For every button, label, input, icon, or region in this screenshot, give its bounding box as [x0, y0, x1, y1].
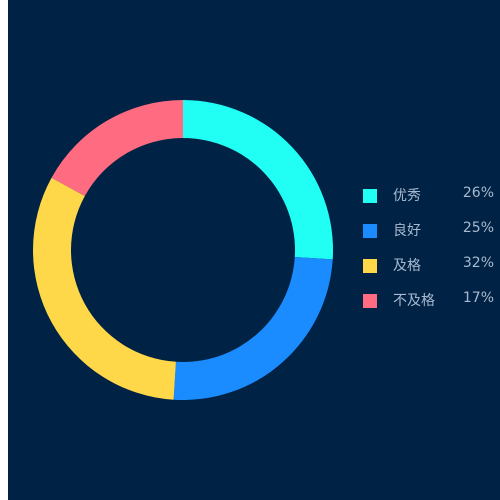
- legend-swatch-2: [363, 259, 377, 273]
- donut-chart: [33, 100, 333, 400]
- legend-item-3[interactable]: 不及格 17%: [363, 289, 500, 324]
- legend-swatch-1: [363, 224, 377, 238]
- legend-swatch-0: [363, 189, 377, 203]
- legend-label-2: 及格: [393, 258, 421, 274]
- legend-value-0: 26%: [462, 185, 494, 201]
- chart-canvas: 优秀 26% 良好 25% 及格 32% 不及格 17%: [8, 0, 500, 500]
- legend-item-0[interactable]: 优秀 26%: [363, 184, 500, 219]
- legend-swatch-3: [363, 294, 377, 308]
- legend-label-0: 优秀: [393, 188, 421, 204]
- legend-value-2: 32%: [462, 255, 494, 271]
- legend-item-2[interactable]: 及格 32%: [363, 254, 500, 289]
- donut-slice-2[interactable]: [33, 177, 176, 400]
- legend-value-1: 25%: [462, 220, 494, 236]
- donut-slice-3[interactable]: [51, 100, 183, 197]
- legend: 优秀 26% 良好 25% 及格 32% 不及格 17%: [363, 184, 500, 324]
- legend-value-3: 17%: [462, 290, 494, 306]
- legend-item-1[interactable]: 良好 25%: [363, 219, 500, 254]
- legend-label-3: 不及格: [393, 293, 435, 309]
- legend-label-1: 良好: [393, 223, 421, 239]
- donut-slice-0[interactable]: [183, 100, 333, 260]
- donut-slice-1[interactable]: [173, 257, 333, 400]
